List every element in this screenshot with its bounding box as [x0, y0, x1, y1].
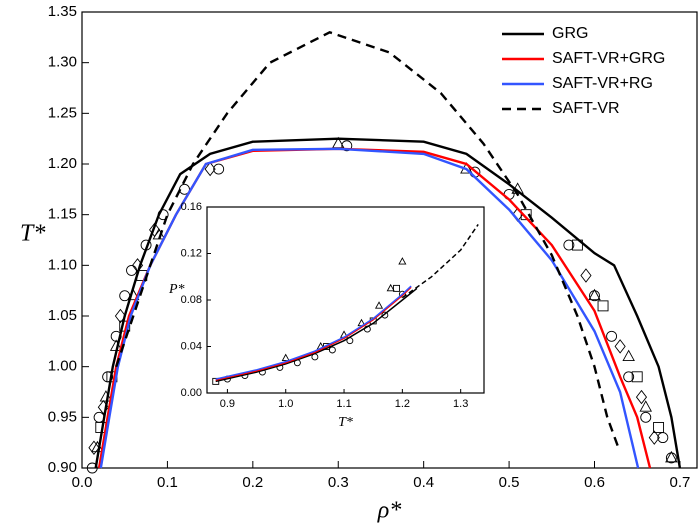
marker-circle — [563, 239, 575, 251]
plot-frame — [206, 206, 485, 394]
marker-circle — [640, 411, 652, 423]
plot-area — [212, 223, 479, 385]
marker-circle — [665, 452, 677, 464]
y-tick-label: 1.05 — [48, 307, 77, 324]
marker-triangle — [281, 353, 290, 361]
y-tick-label: 0.12 — [181, 247, 202, 259]
marker-triangle — [639, 400, 653, 412]
y-tick-label: 0.95 — [48, 408, 77, 425]
marker-diamond — [88, 440, 100, 455]
marker-diamond — [114, 308, 127, 324]
marker-diamond — [648, 430, 660, 445]
x-tick-label: 0.3 — [328, 474, 349, 491]
marker-diamond — [204, 161, 216, 177]
x-tick-label: 1.2 — [395, 398, 410, 410]
series-line — [99, 147, 640, 469]
marker-triangle — [665, 450, 678, 463]
y-tick-label: 1.00 — [48, 358, 77, 375]
y-tick-label: 1.35 — [48, 3, 77, 20]
legend-label: GRG — [552, 25, 588, 42]
marker-circle — [623, 371, 635, 383]
y-tick-label: 1.30 — [48, 54, 77, 71]
marker-diamond — [614, 339, 626, 354]
x-tick-label: 0.7 — [669, 474, 690, 491]
y-axis-label: T* — [20, 221, 45, 247]
y-tick-label: 0.08 — [181, 294, 202, 306]
marker-diamond — [635, 389, 648, 405]
marker-square — [653, 422, 665, 433]
y-axis-label: P* — [168, 282, 185, 297]
x-tick-label: 1.1 — [336, 398, 351, 410]
y-tick-label: 0.00 — [181, 387, 202, 399]
marker-triangle — [622, 349, 635, 361]
plot-area — [86, 31, 682, 474]
series-line — [401, 223, 479, 299]
marker-triangle — [398, 257, 407, 265]
x-tick-label: 0.1 — [157, 474, 178, 491]
series-line — [94, 137, 682, 469]
legend-label: SAFT-VR+RG — [552, 75, 653, 92]
y-tick-label: 0.90 — [48, 459, 77, 476]
x-tick-label: 0.4 — [413, 474, 434, 491]
x-tick-label: 0.5 — [499, 474, 520, 491]
y-tick-label: 0.04 — [181, 340, 202, 352]
y-tick-label: 0.16 — [181, 201, 202, 213]
marker-circle — [381, 311, 389, 319]
x-axis-label: T* — [338, 415, 353, 430]
marker-square — [597, 300, 609, 312]
x-tick-label: 0.6 — [584, 474, 605, 491]
marker-circle — [341, 140, 353, 152]
y-tick-label: 1.15 — [48, 206, 77, 223]
marker-square — [393, 284, 400, 292]
marker-circle — [589, 290, 600, 302]
series-line — [115, 31, 620, 449]
x-tick-label: 1.0 — [278, 398, 293, 410]
series-line — [215, 287, 418, 383]
x-tick-label: 0.0 — [72, 474, 93, 491]
series-line — [215, 286, 412, 381]
x-tick-label: 0.2 — [242, 474, 263, 491]
marker-triangle — [588, 288, 601, 301]
marker-circle — [213, 163, 225, 175]
marker-circle — [328, 346, 336, 354]
marker-circle — [606, 330, 618, 342]
x-tick-label: 1.3 — [453, 398, 468, 410]
marker-square — [631, 371, 643, 383]
y-tick-label: 1.10 — [48, 256, 77, 273]
y-tick-label: 1.25 — [48, 104, 77, 121]
marker-diamond — [149, 222, 161, 238]
marker-diamond — [580, 268, 592, 283]
marker-square — [520, 209, 532, 221]
x-tick-label: 0.9 — [220, 398, 235, 410]
y-tick-label: 1.20 — [48, 155, 77, 172]
x-axis-label: ρ* — [377, 498, 402, 524]
marker-circle — [86, 462, 98, 474]
series-line — [215, 285, 412, 380]
marker-triangle — [386, 283, 395, 292]
legend-label: SAFT-VR — [552, 100, 620, 117]
marker-triangle — [374, 301, 384, 309]
legend-label: SAFT-VR+GRG — [552, 50, 665, 67]
